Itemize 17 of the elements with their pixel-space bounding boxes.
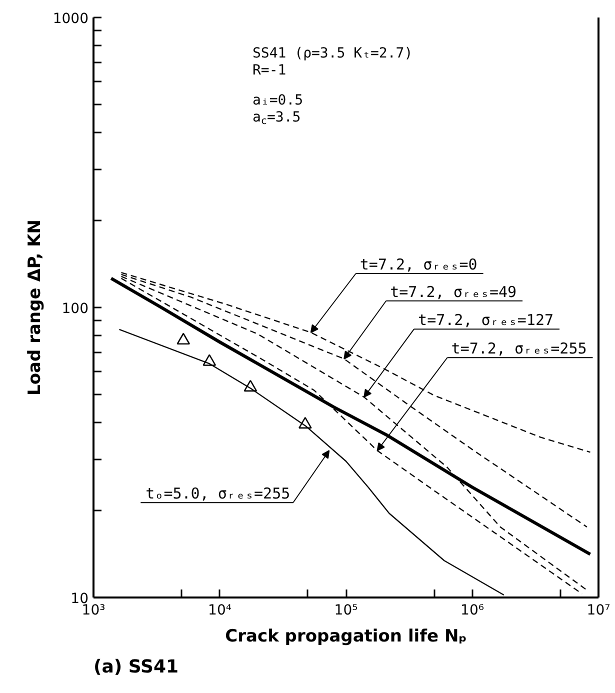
y-tick-label: 1000 [52, 11, 89, 27]
annotation: aᵢ=0.5 [252, 92, 304, 108]
annotation: R=-1 [252, 62, 286, 78]
y-axis-title: Load range ΔP, KN [24, 220, 45, 396]
annotation: t=7.2, σᵣₑₛ=49 [390, 282, 517, 301]
x-tick-label: 10⁷ [586, 602, 610, 618]
annotation: t=7.2, σᵣₑₛ=255 [451, 340, 587, 358]
y-tick-label: 100 [62, 301, 89, 317]
x-tick-label: 10⁶ [460, 602, 484, 618]
x-tick-label: 10⁵ [334, 602, 358, 618]
x-axis-title: Crack propagation life Nₚ [225, 626, 467, 646]
annotation: tₒ=5.0, σᵣₑₛ=255 [146, 484, 290, 503]
annotation: t=7.2, σᵣₑₛ=127 [418, 311, 554, 330]
x-tick-label: 10⁴ [208, 602, 232, 618]
annotation: t=7.2, σᵣₑₛ=0 [360, 255, 478, 274]
annotation: SS41 (ρ=3.5 Kₜ=2.7) [252, 46, 413, 62]
text: (a) SS41 [94, 656, 179, 678]
